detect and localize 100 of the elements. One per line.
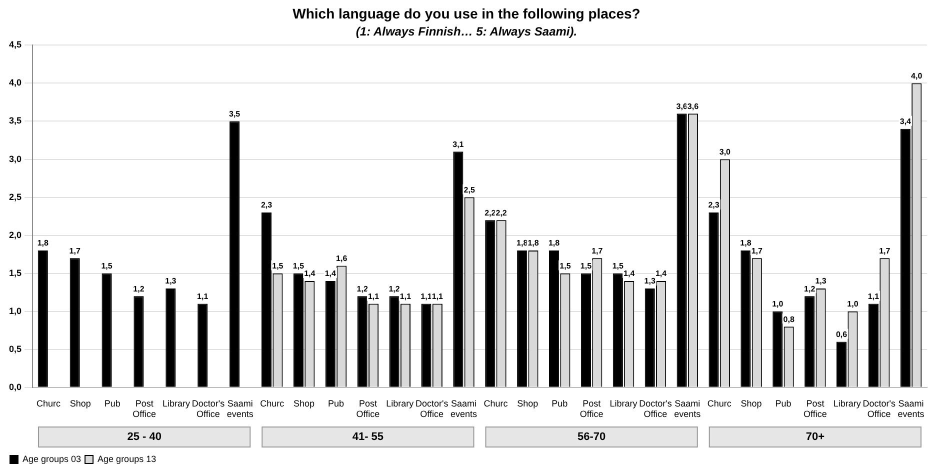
- legend-label: Age groups 13: [98, 454, 156, 464]
- data-label: 1,5: [101, 262, 113, 271]
- data-label: 1,1: [868, 292, 880, 301]
- x-tick-label: Post Office: [580, 398, 604, 420]
- data-label: 1,8: [37, 238, 50, 248]
- text: 25 - 40: [127, 431, 162, 444]
- data-label: 2,5: [464, 185, 476, 194]
- data-label: 2,2: [484, 208, 496, 218]
- data-label: 1,1: [432, 292, 444, 301]
- data-label: 1,3: [644, 276, 656, 286]
- x-tick-label: Shop: [517, 398, 538, 408]
- data-label: 2,3: [708, 200, 720, 210]
- data-label: 3,4: [900, 117, 912, 126]
- data-label: 1,3: [815, 276, 827, 286]
- y-tick-label: 2,5: [8, 192, 22, 202]
- x-tick-label: Shop: [70, 398, 91, 408]
- data-label: 1,5: [292, 262, 305, 271]
- data-label: 1,8: [548, 238, 560, 248]
- data-label: 1,5: [612, 262, 624, 271]
- data-label: 1,5: [272, 262, 284, 271]
- text: 70+: [806, 431, 825, 444]
- data-label: 3,5: [229, 109, 241, 118]
- y-tick-label: 4,0: [8, 78, 22, 88]
- x-tick-label: Library: [162, 398, 191, 408]
- bar: [38, 250, 48, 387]
- data-label: 1,8: [740, 238, 752, 248]
- x-tick-label: Doctor's Office: [192, 398, 226, 420]
- x-tick-label: Post Office: [132, 398, 156, 420]
- y-tick-label: 0,0: [8, 382, 22, 392]
- data-label: 1,1: [197, 292, 209, 301]
- x-tick-label: Library: [833, 398, 862, 408]
- y-tick-label: 0,5: [8, 344, 22, 354]
- bar: [325, 280, 336, 387]
- x-tick-label: Churc: [484, 398, 508, 408]
- data-label: 1,0: [772, 300, 784, 309]
- x-tick-label: Post Office: [356, 398, 380, 420]
- x-tick-label: Saami events: [674, 398, 702, 420]
- x-tick-label: Churc: [36, 398, 61, 408]
- data-label: 3,6: [687, 102, 700, 111]
- data-label: 1,1: [400, 292, 412, 301]
- data-label: 3,1: [452, 140, 464, 149]
- data-label: 1,2: [388, 284, 400, 294]
- bar: [102, 273, 112, 387]
- text: 56-70: [577, 431, 606, 444]
- data-label: 1,7: [879, 246, 891, 256]
- y-tick-label: 4,5: [8, 40, 22, 50]
- data-label: 1,8: [528, 238, 540, 248]
- data-label: 0,6: [836, 330, 848, 339]
- data-label: 1,7: [592, 246, 604, 256]
- x-tick-label: Shop: [294, 398, 315, 408]
- x-tick-label: Saami events: [898, 398, 925, 420]
- legend-label: Age groups 03: [22, 454, 82, 464]
- data-label: 4,0: [911, 71, 923, 80]
- bar: [198, 304, 208, 387]
- bar: [357, 296, 368, 387]
- x-tick-label: Library: [610, 398, 638, 408]
- x-tick-label: Pub: [328, 398, 344, 408]
- data-label: 1,3: [165, 276, 177, 286]
- data-label: 3,6: [676, 102, 688, 111]
- x-tick-label: Doctor's Office: [862, 398, 896, 420]
- text: 41- 55: [352, 431, 384, 444]
- data-label: 1,7: [751, 246, 763, 256]
- data-label: 2,2: [496, 208, 508, 218]
- data-label: 0,8: [783, 314, 795, 324]
- chart-subtitle: (1: Always Finnish… 5: Always Saami).: [356, 24, 578, 38]
- data-label: 1,6: [336, 254, 348, 263]
- data-label: 1,4: [624, 269, 636, 278]
- data-label: 3,0: [719, 147, 732, 156]
- data-label: 1,4: [655, 269, 668, 278]
- x-tick-label: Library: [386, 398, 414, 408]
- data-label: 1,8: [516, 238, 528, 248]
- data-label: 1,5: [580, 262, 592, 271]
- x-tick-label: Saami events: [226, 398, 254, 420]
- bar: [70, 258, 80, 387]
- bar: [166, 288, 176, 387]
- x-tick-label: Pub: [775, 398, 792, 408]
- data-label: 1,2: [356, 284, 368, 294]
- data-label: 1,2: [804, 284, 816, 294]
- y-tick-label: 3,0: [8, 154, 22, 164]
- bar: [230, 121, 240, 387]
- x-tick-label: Post Office: [804, 398, 827, 420]
- x-tick-label: Saami events: [450, 398, 478, 420]
- x-tick-label: Churc: [707, 398, 732, 408]
- y-tick-label: 3,5: [8, 116, 22, 126]
- x-tick-label: Pub: [104, 398, 120, 408]
- x-tick-label: Pub: [552, 398, 568, 408]
- chart-title: Which language do you use in the following places?: [292, 5, 640, 22]
- y-tick-label: 1,0: [8, 306, 22, 316]
- y-tick-label: 1,5: [8, 268, 22, 278]
- data-label: 1,4: [324, 269, 337, 278]
- bar: [612, 273, 623, 387]
- x-tick-label: Churc: [260, 398, 285, 408]
- data-label: 1,1: [368, 292, 380, 301]
- data-label: 1,5: [560, 262, 572, 271]
- bar: [293, 273, 304, 387]
- data-label: 1,2: [133, 284, 145, 294]
- bar: [644, 288, 655, 387]
- data-label: 1,0: [847, 300, 859, 309]
- data-label: 2,3: [260, 200, 273, 210]
- data-label: 1,1: [420, 292, 432, 301]
